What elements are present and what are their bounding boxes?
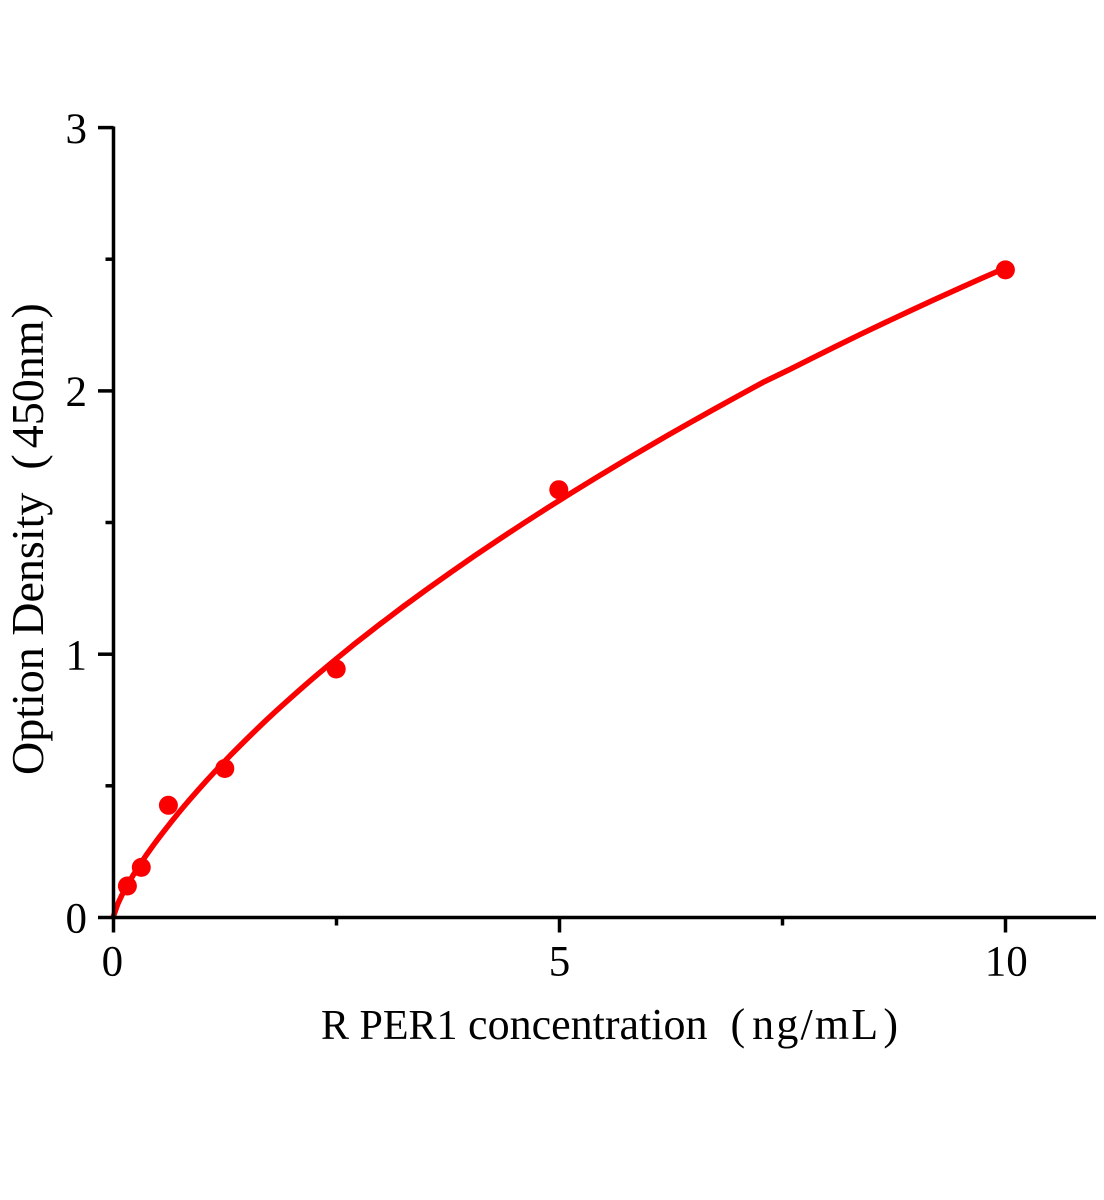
svg-text:5: 5 <box>549 939 571 986</box>
svg-text:0: 0 <box>102 939 124 986</box>
svg-text:2: 2 <box>66 369 88 416</box>
svg-text:1: 1 <box>66 632 88 679</box>
svg-text:0: 0 <box>66 896 88 943</box>
svg-text:Option Density(450nm): Option Density(450nm) <box>2 303 53 775</box>
svg-text:R PER1 concentration(ng/mL): R PER1 concentration(ng/mL) <box>321 1000 898 1049</box>
svg-text:3: 3 <box>66 106 88 153</box>
svg-text:10: 10 <box>985 939 1028 986</box>
